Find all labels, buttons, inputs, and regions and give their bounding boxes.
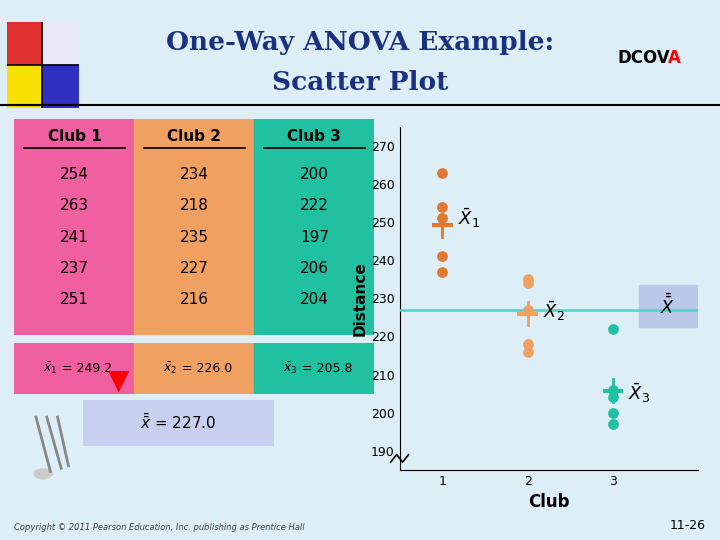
Bar (42, 65, 79, 108)
Text: Club 3: Club 3 (287, 129, 341, 144)
Text: $\bar{x}_3$: $\bar{x}_3$ (283, 361, 297, 376)
Text: 263: 263 (60, 198, 89, 213)
Text: DCOV: DCOV (618, 49, 670, 66)
Text: Copyright © 2011 Pearson Education, Inc. publishing as Prentice Hall: Copyright © 2011 Pearson Education, Inc.… (14, 523, 305, 532)
Bar (14, 119, 135, 335)
Bar (135, 343, 254, 394)
Point (436, 267, 448, 276)
Text: $\bar{x}_1$: $\bar{x}_1$ (43, 361, 58, 376)
Point (522, 275, 534, 284)
Text: 227: 227 (180, 261, 209, 276)
Point (436, 252, 448, 261)
Text: 218: 218 (180, 198, 209, 213)
FancyBboxPatch shape (639, 285, 697, 327)
Bar (7, 65, 42, 108)
Text: $\bar{X}_3$: $\bar{X}_3$ (629, 382, 651, 406)
X-axis label: Club: Club (528, 493, 570, 511)
Text: A: A (668, 49, 681, 66)
Point (522, 340, 534, 348)
Text: 237: 237 (60, 261, 89, 276)
Text: 206: 206 (300, 261, 329, 276)
Text: $\bar{\bar{X}}$: $\bar{\bar{X}}$ (660, 294, 675, 318)
Point (522, 347, 534, 356)
Text: 197: 197 (300, 230, 329, 245)
Point (607, 325, 618, 333)
Point (607, 386, 618, 394)
Point (436, 214, 448, 222)
Text: 254: 254 (60, 167, 89, 182)
Text: 11-26: 11-26 (670, 519, 706, 532)
Y-axis label: Distance: Distance (353, 261, 368, 336)
Text: $\bar{x}_2$: $\bar{x}_2$ (163, 361, 178, 376)
Text: 222: 222 (300, 198, 329, 213)
Bar (254, 119, 374, 335)
Text: $\bar{\bar{x}}$ = 227.0: $\bar{\bar{x}}$ = 227.0 (140, 413, 217, 432)
Text: Scatter Plot: Scatter Plot (272, 70, 448, 95)
Text: 204: 204 (300, 292, 329, 307)
Bar (14, 343, 135, 394)
Point (607, 393, 618, 402)
Ellipse shape (35, 469, 53, 478)
Text: = 226.0: = 226.0 (182, 362, 233, 375)
Text: Club 1: Club 1 (48, 129, 102, 144)
Text: One-Way ANOVA Example:: One-Way ANOVA Example: (166, 30, 554, 55)
Text: $\bar{X}_2$: $\bar{X}_2$ (543, 300, 565, 323)
Text: 200: 200 (300, 167, 329, 182)
Text: = 205.8: = 205.8 (302, 362, 353, 375)
Point (436, 202, 448, 211)
Bar (135, 119, 254, 335)
Text: 241: 241 (60, 230, 89, 245)
Bar (42, 22, 79, 65)
Bar (7, 22, 42, 65)
Bar (254, 343, 374, 394)
Point (522, 279, 534, 287)
Text: 235: 235 (180, 230, 209, 245)
Point (522, 306, 534, 314)
Text: $\bar{X}_1$: $\bar{X}_1$ (458, 206, 480, 230)
Text: 216: 216 (180, 292, 209, 307)
Point (607, 420, 618, 428)
Text: ▼: ▼ (108, 367, 130, 395)
Text: = 249.2: = 249.2 (63, 362, 112, 375)
Text: 251: 251 (60, 292, 89, 307)
Text: Club 2: Club 2 (168, 129, 222, 144)
Point (436, 168, 448, 177)
Point (607, 408, 618, 417)
Text: 234: 234 (180, 167, 209, 182)
